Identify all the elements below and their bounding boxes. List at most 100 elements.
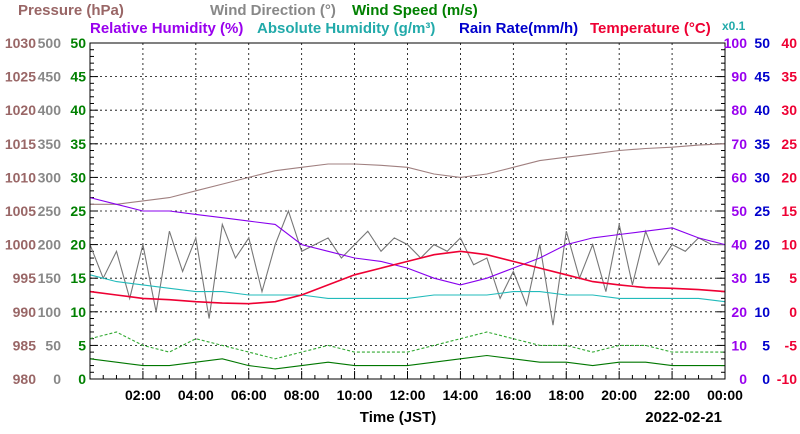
y-tick-label-temperature: 10 (781, 237, 797, 253)
y-tick-label-rain_rate: 0 (762, 371, 770, 387)
plot-frame (89, 42, 726, 380)
y-tick-label-temperature: 30 (781, 102, 797, 118)
series-line (89, 250, 726, 305)
header-label: Relative Humidity (%) (90, 20, 243, 37)
y-tick-label-wind_direction: 0 (53, 371, 61, 387)
y-tick-label-pressure: 1025 (5, 69, 36, 85)
series-line (90, 143, 726, 205)
y-tick-label-rain_rate: 15 (754, 270, 770, 286)
y-tick-label-relative_humidity: 0 (739, 371, 747, 387)
header-label: Pressure (hPa) (18, 2, 124, 19)
y-tick-label-rain_rate: 50 (754, 35, 770, 51)
y-tick-label-pressure: 995 (13, 270, 37, 286)
y-tick-label-wind_direction: 500 (38, 35, 62, 51)
y-tick-label-rain_rate: 20 (754, 237, 770, 253)
header-label: Wind Direction (°) (210, 2, 336, 19)
series-line (89, 331, 725, 360)
y-tick-label-wind_direction: 250 (38, 203, 62, 219)
header-label: Temperature (°C) (590, 20, 711, 37)
y-tick-label-pressure: 1000 (5, 237, 36, 253)
x-tick-label: 22:00 (654, 387, 690, 403)
x-tick-label: 10:00 (337, 387, 373, 403)
y-tick-label-wind_direction: 400 (38, 102, 62, 118)
x-tick-label: 16:00 (495, 387, 531, 403)
y-tick-label-relative_humidity: 40 (731, 237, 747, 253)
x-axis-label: Time (JST) (360, 409, 436, 426)
y-tick-label-relative_humidity: 80 (731, 102, 747, 118)
series-line (89, 209, 725, 326)
y-tick-label-wind_direction: 350 (38, 136, 62, 152)
y-tick-label-wind_speed: 15 (70, 270, 86, 286)
y-tick-label-rain_rate: 25 (754, 203, 770, 219)
y-tick-label-rain_rate: 30 (754, 169, 770, 185)
y-tick-label-wind_speed: 30 (70, 169, 86, 185)
y-tick-label-temperature: 5 (789, 270, 797, 286)
y-tick-label-wind_direction: 200 (38, 237, 62, 253)
y-tick-label-wind_direction: 50 (45, 337, 61, 353)
series-line (89, 197, 726, 286)
y-tick-label-relative_humidity: 70 (731, 136, 747, 152)
x-tick-label: 00:00 (707, 387, 743, 403)
y-tick-label-pressure: 985 (13, 337, 37, 353)
abs-humidity-scale-note: x0.1 (722, 19, 746, 33)
y-tick-label-relative_humidity: 60 (731, 169, 747, 185)
y-tick-label-wind_speed: 35 (70, 136, 86, 152)
header-row-2: Relative Humidity (%) Absolute Humidity (… (90, 20, 711, 37)
y-tick-label-pressure: 990 (13, 304, 37, 320)
y-tick-label-temperature: 15 (781, 203, 797, 219)
x-tick-label: 20:00 (601, 387, 637, 403)
y-tick-label-relative_humidity: 100 (724, 35, 748, 51)
y-tick-label-wind_speed: 5 (78, 337, 86, 353)
y-tick-label-wind_direction: 450 (38, 69, 62, 85)
y-tick-label-relative_humidity: 10 (731, 337, 747, 353)
x-tick-label: 14:00 (443, 387, 479, 403)
x-tick-label: 04:00 (178, 387, 214, 403)
y-tick-label-wind_direction: 300 (38, 169, 62, 185)
y-tick-label-rain_rate: 10 (754, 304, 770, 320)
x-tick-labels: 02:00 04:00 06:00 08:00 10:00 12:00 14:00 16:00… (125, 387, 743, 403)
y-tick-label-wind_speed: 10 (70, 304, 86, 320)
y-tick-label-rain_rate: 40 (754, 102, 770, 118)
y-tick-label-wind_speed: 45 (70, 69, 86, 85)
plot-grid (89, 42, 726, 380)
header-label: Absolute Humidity (g/m³) (257, 20, 435, 37)
y-tick-label-pressure: 1005 (5, 203, 36, 219)
y-tick-label-relative_humidity: 20 (731, 304, 747, 320)
y-tick-label-temperature: 40 (781, 35, 797, 51)
header-row-1: Pressure (hPa) Wind Direction (°) Wind Spe… (18, 2, 478, 19)
y-tick-label-pressure: 1010 (5, 169, 36, 185)
y-tick-label-rain_rate: 5 (762, 337, 770, 353)
y-tick-label-relative_humidity: 30 (731, 270, 747, 286)
left-axes: 1030102510201015101010051000995990985980… (5, 35, 86, 387)
y-tick-label-pressure: 980 (13, 371, 37, 387)
y-tick-label-pressure: 1030 (5, 35, 36, 51)
y-tick-label-relative_humidity: 50 (731, 203, 747, 219)
y-tick-label-wind_speed: 50 (70, 35, 86, 51)
y-tick-label-temperature: 0 (789, 304, 797, 320)
header-label: Rain Rate(mm/h) (459, 20, 578, 37)
right-axes: 1009080706050403020100504540353025201510… (724, 35, 798, 387)
y-tick-label-temperature: -10 (777, 371, 797, 387)
y-tick-label-wind_direction: 150 (38, 270, 62, 286)
y-tick-label-wind_speed: 40 (70, 102, 86, 118)
series-line (89, 354, 725, 370)
series-line (89, 274, 726, 303)
y-tick-label-wind_speed: 0 (78, 371, 86, 387)
y-tick-label-rain_rate: 45 (754, 69, 770, 85)
x-tick-label: 18:00 (548, 387, 584, 403)
y-tick-label-pressure: 1015 (5, 136, 36, 152)
y-tick-label-wind_speed: 25 (70, 203, 86, 219)
x-tick-label: 08:00 (284, 387, 320, 403)
y-tick-label-temperature: 20 (781, 169, 797, 185)
y-tick-label-wind_direction: 100 (38, 304, 62, 320)
y-tick-label-temperature: 25 (781, 136, 797, 152)
y-tick-label-relative_humidity: 90 (731, 69, 747, 85)
y-tick-label-temperature: 35 (781, 69, 797, 85)
y-tick-label-wind_speed: 20 (70, 237, 86, 253)
y-tick-label-rain_rate: 35 (754, 136, 770, 152)
x-tick-label: 12:00 (390, 387, 426, 403)
x-tick-label: 02:00 (125, 387, 161, 403)
date-label: 2022-02-21 (645, 409, 722, 426)
y-tick-label-pressure: 1020 (5, 102, 36, 118)
